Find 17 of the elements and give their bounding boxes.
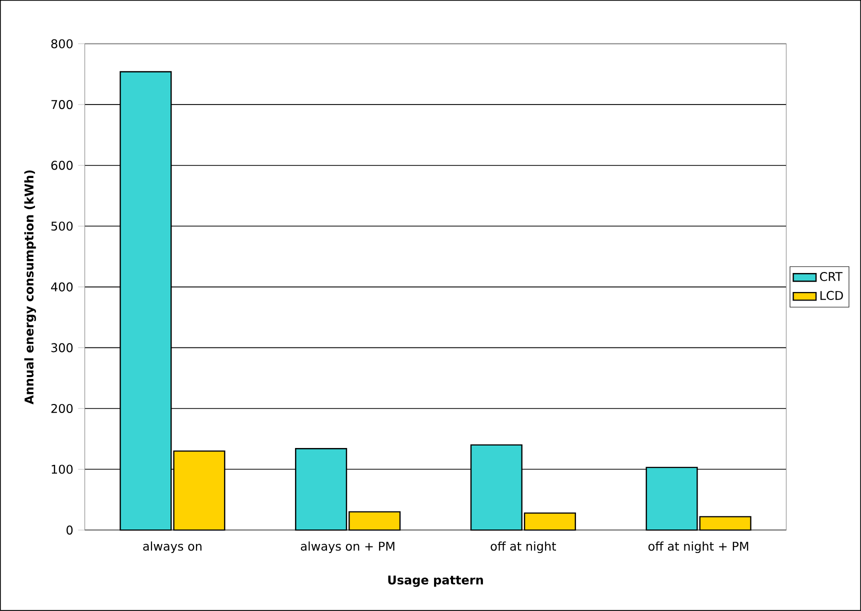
y-axis-title: Annual energy consumption (kWh) <box>24 170 36 404</box>
y-tick-label: 200 <box>51 404 73 414</box>
y-tick-label: 400 <box>51 282 73 292</box>
y-tick-label: 800 <box>51 39 73 48</box>
y-tick-label: 100 <box>52 464 73 474</box>
x-axis-title: Usage pattern <box>388 576 483 587</box>
y-tick-label: 300 <box>51 343 73 352</box>
legend-label: CRT <box>820 272 843 282</box>
legend-label: LCD <box>820 290 843 300</box>
y-tick-label: 0 <box>66 526 73 535</box>
x-tick-label: off at night <box>490 542 556 554</box>
y-tick-label: 700 <box>51 100 73 110</box>
x-tick-label: always on + PM <box>300 542 394 554</box>
x-tick-label: always on <box>143 542 202 554</box>
y-tick-label: 600 <box>51 160 73 170</box>
y-tick-label: 500 <box>51 222 73 231</box>
x-tick-label: off at night + PM <box>648 542 748 554</box>
